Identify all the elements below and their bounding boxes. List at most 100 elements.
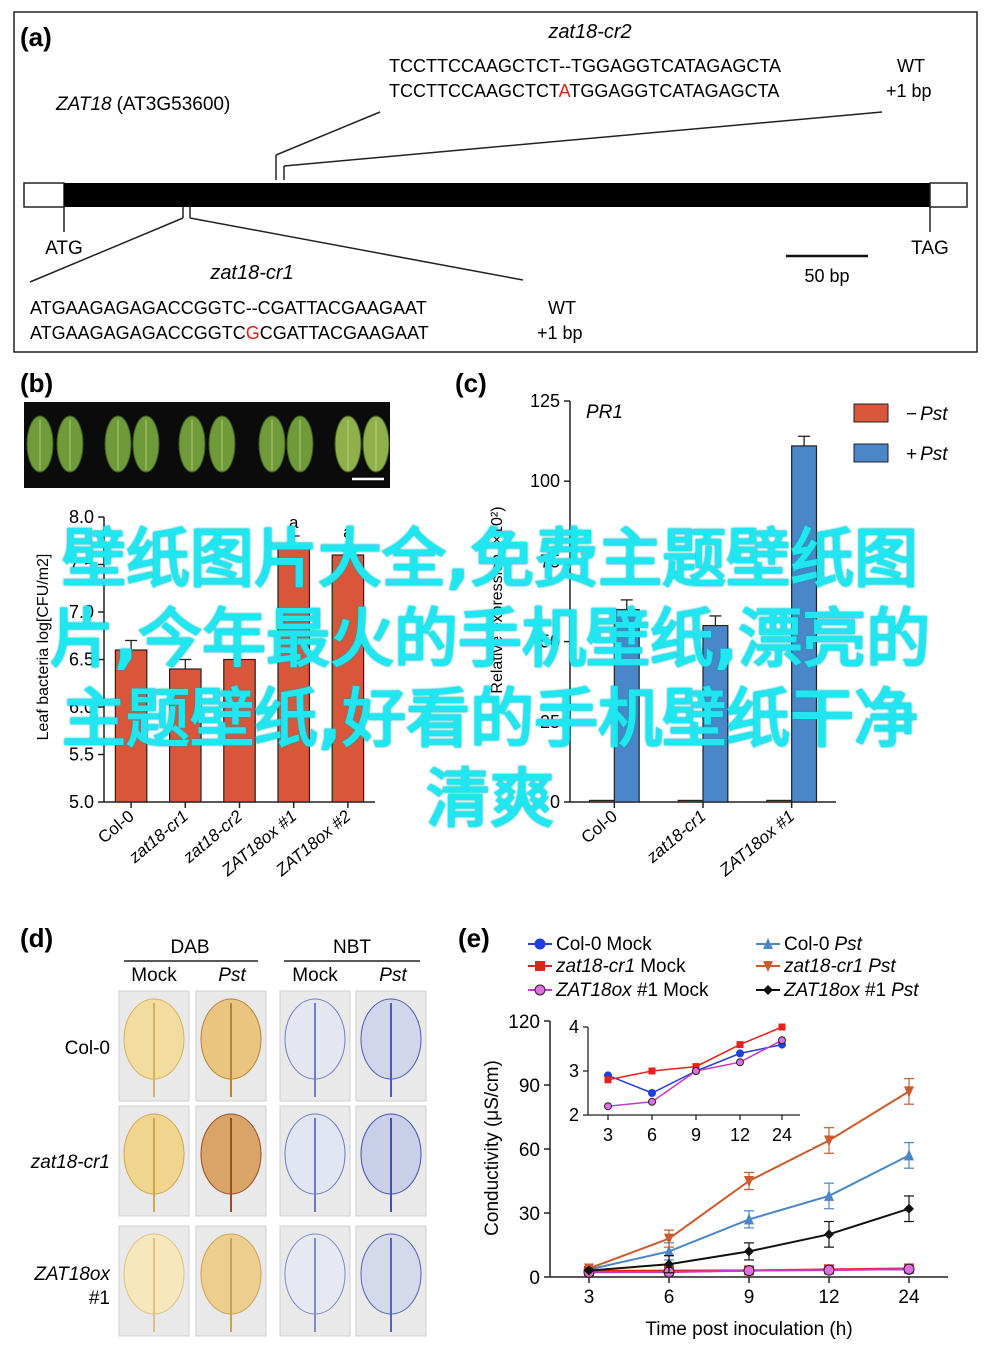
panel-c-ylabel: Relative expression (×10²) (489, 506, 506, 693)
y-tick-label: 5.0 (69, 792, 94, 812)
leaf-photo (26, 415, 390, 473)
bar-chart-b: 5.05.56.06.57.07.58.0Col-0zat18-cr1zat18… (69, 507, 375, 880)
x-tick-label: 6 (664, 1287, 675, 1308)
significance-label: a (343, 523, 353, 542)
data-point (778, 1023, 786, 1031)
data-point (904, 1149, 914, 1161)
panel-d: (d) DAB NBT Mock Pst Mock Pst Col-0 zat1… (20, 923, 427, 1337)
panel-c-legend: − Pst + Pst (853, 403, 948, 465)
panel-c-title: PR1 (586, 402, 623, 423)
x-tick-label: 12 (818, 1287, 839, 1308)
data-point (824, 1229, 834, 1240)
legend-label-treatment: Pst (891, 980, 919, 1001)
y-tick-label: 30 (519, 1204, 540, 1225)
legend-sign-minus: − (906, 404, 917, 425)
y-tick-label: 120 (508, 1012, 540, 1033)
y-tick-label: 90 (519, 1076, 540, 1097)
data-point (904, 1086, 914, 1098)
inset-x-tick-label: 24 (772, 1125, 792, 1145)
atg-label: ATG (45, 238, 83, 259)
x-tick-label: 3 (584, 1287, 595, 1308)
panel-c: (c) PR1 Relative expression (×10²) 0 25 50… (455, 368, 948, 880)
legend-label: Col-0 Mock (556, 934, 652, 955)
data-point (763, 985, 773, 995)
data-point (692, 1063, 700, 1071)
legend-label-genotype: ZAT18ox (555, 980, 633, 1001)
legend-label-treatment: Pst (868, 956, 896, 977)
significance-label: a (289, 513, 299, 532)
inset-bg (564, 1021, 812, 1149)
col-nbt-mock: Mock (292, 965, 338, 986)
gene-name: ZAT18 (55, 94, 112, 115)
y-tick-label: 0 (550, 792, 560, 812)
legend-label: zat18-cr1 Pst (783, 956, 896, 977)
data-point (903, 1263, 915, 1275)
legend-label-plus-pst: + Pst (906, 444, 948, 465)
gene-locus: (AT3G53600) (117, 94, 231, 115)
cr2-mut-label: +1 bp (886, 81, 932, 101)
data-point (823, 1264, 835, 1276)
legend-label-genotype: zat18-cr1 (555, 956, 635, 977)
y-tick-label: 6.5 (69, 650, 94, 670)
data-point (824, 1135, 834, 1147)
cr2-insertion: A (559, 81, 571, 101)
panel-a-frame (13, 11, 978, 353)
data-point (904, 1203, 914, 1214)
data-point (778, 1036, 786, 1045)
legend-label-line: #1 (860, 980, 886, 1001)
legend-label-treatment: Mock (640, 956, 686, 977)
legend-label-treatment: Mock (663, 980, 709, 1001)
legend-label-treatment: Mock (606, 934, 652, 955)
panel-c-letter: (c) (455, 368, 487, 398)
gene-label: ZAT18 (AT3G53600) (55, 94, 230, 115)
panel-a: (a) zat18-cr2 TCCTTCCAAGCTCT--TGGAGGTCAT… (13, 11, 978, 353)
staining-grid (118, 990, 427, 1337)
data-point (744, 1176, 754, 1187)
x-tick-label: Col-0 (94, 807, 137, 848)
panel-a-letter: (a) (20, 22, 52, 52)
data-point (604, 1076, 612, 1084)
y-tick-label: 7.5 (69, 555, 94, 575)
bar (277, 544, 311, 803)
data-point (763, 961, 773, 972)
bar (114, 649, 148, 803)
bar (168, 668, 202, 803)
cr1-wt-label: WT (548, 298, 576, 318)
legend-label-genotype: zat18-cr1 (783, 956, 863, 977)
legend-label: ZAT18ox #1 Pst (783, 980, 919, 1001)
cr1-name: zat18-cr1 (209, 262, 293, 284)
data-point (736, 1058, 744, 1067)
row-zat18ox-num: #1 (89, 1288, 110, 1309)
bar (588, 799, 615, 803)
legend-sign-plus: + (906, 444, 917, 465)
data-point (736, 1049, 744, 1058)
bar (223, 658, 256, 803)
x-tick-label: Col-0 (578, 807, 621, 848)
row-zat18ox: ZAT18ox (33, 1264, 111, 1285)
legend-label: ZAT18ox #1 Mock (555, 980, 709, 1001)
inset-y-tick-label: 3 (569, 1061, 579, 1081)
data-point (744, 1213, 754, 1225)
inset-y-tick-label: 2 (569, 1105, 579, 1125)
cr2-wt-seq: TCCTTCCAAGCTCT--TGGAGGTCATAGAGCTA (389, 56, 781, 76)
y-tick-label: 75 (540, 551, 560, 571)
data-point (763, 938, 773, 949)
x-tick-label: 24 (898, 1287, 920, 1308)
scale-bar-label: 50 bp (804, 266, 849, 286)
col-dab-mock: Mock (131, 965, 177, 986)
legend-label-line: #1 (632, 980, 658, 1001)
data-point (664, 1233, 674, 1245)
leaf-photo-bg (24, 402, 390, 488)
y-tick-label: 25 (540, 712, 560, 732)
legend-label: zat18-cr1 Mock (555, 956, 686, 977)
cr2-wt-label: WT (897, 56, 925, 76)
group-nbt: NBT (333, 937, 371, 958)
legend-name-minus: Pst (920, 404, 948, 425)
cr1-mut-post: CGATTACGAAGAAT (260, 323, 429, 343)
panel-e-ylabel: Conductivity (μS/cm) (482, 1060, 503, 1236)
bar (331, 554, 365, 803)
cr1-mut-label: +1 bp (537, 323, 583, 343)
cr1-mut-seq: ATGAAGAGAGACCGGTCGCGATTACGAAGAAT (30, 323, 429, 343)
y-tick-label: 50 (540, 632, 560, 652)
